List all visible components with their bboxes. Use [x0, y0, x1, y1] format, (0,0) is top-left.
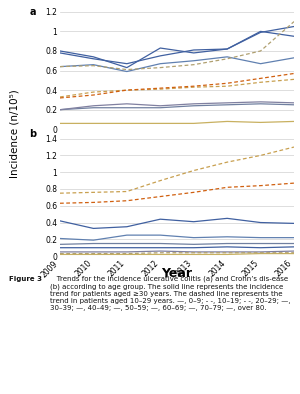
Text: Trends for the incidence ulcerative colitis (a) and Crohn’s dis-ease (b) accordi: Trends for the incidence ulcerative coli… [50, 276, 290, 311]
Text: Figure 3: Figure 3 [9, 276, 42, 282]
Text: a: a [30, 7, 36, 17]
Text: b: b [30, 129, 37, 139]
Text: Incidence (n/10⁵): Incidence (n/10⁵) [10, 89, 20, 178]
Text: Year: Year [161, 268, 193, 280]
